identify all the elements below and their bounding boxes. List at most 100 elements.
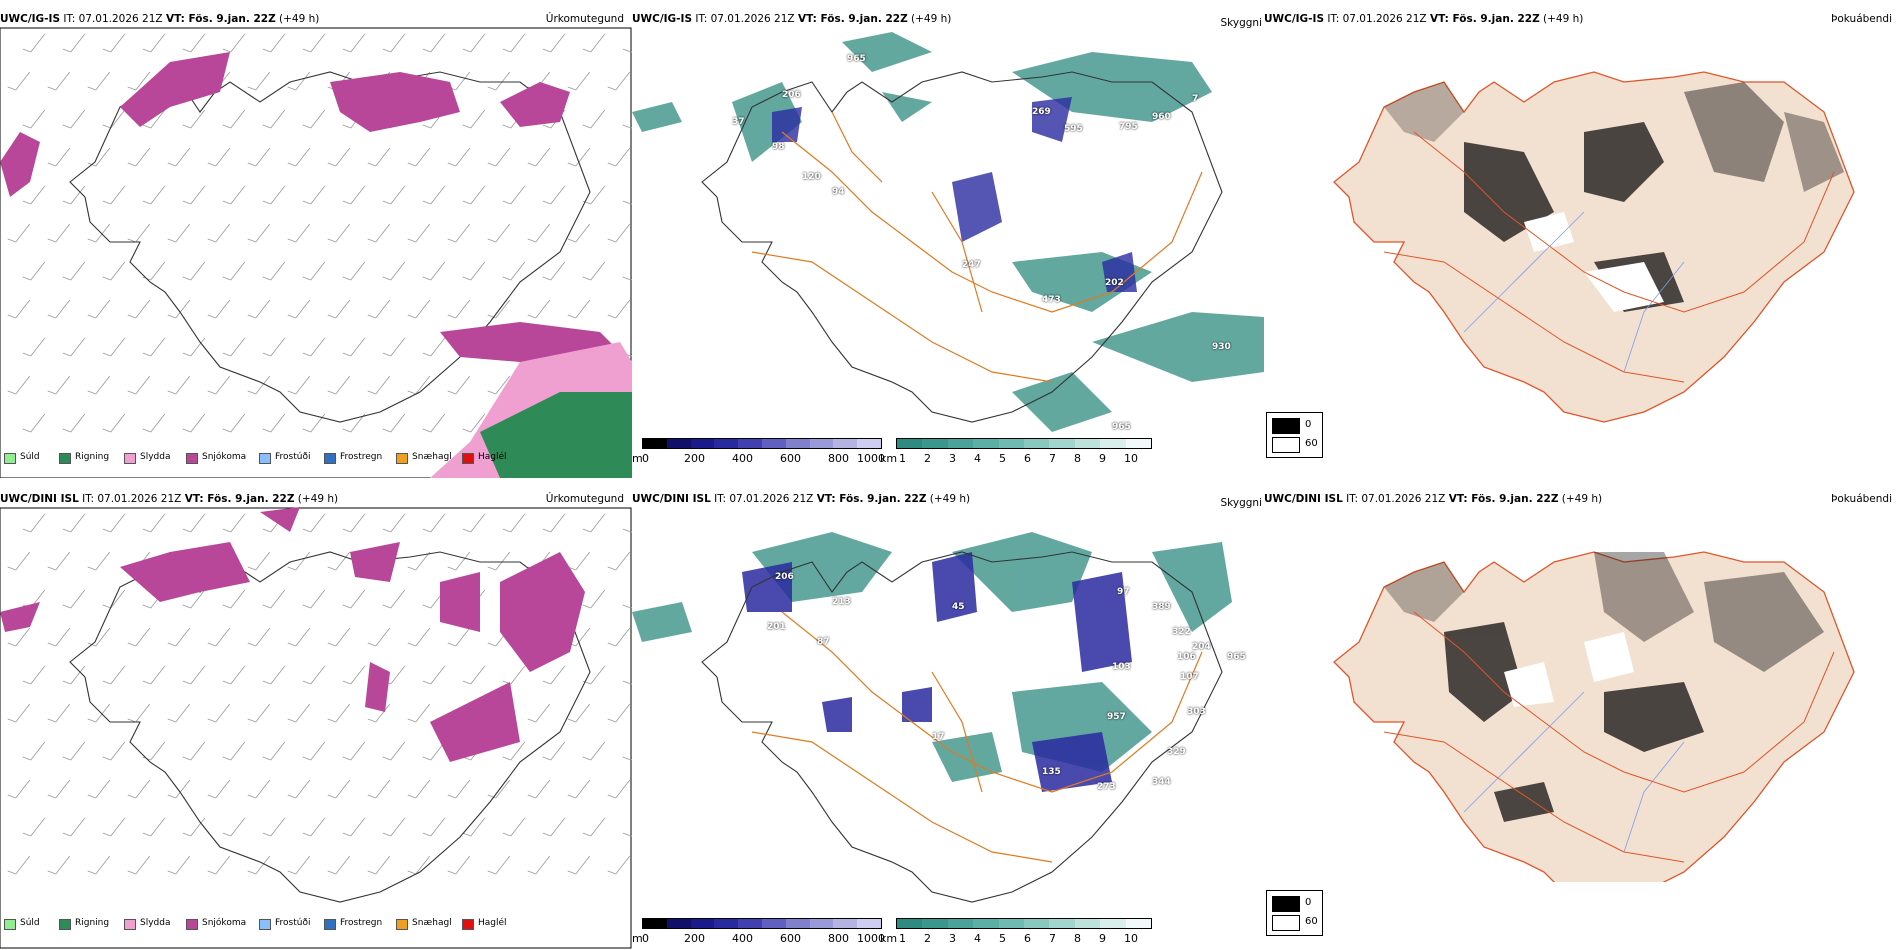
wind-barb [167,147,191,167]
wind-barb [422,817,446,837]
wind-barb [287,703,311,723]
lead-time: (+49 h) [275,13,320,25]
wind-barb [182,413,206,433]
wind-barb [102,185,126,205]
wind-barb [222,185,246,205]
wind-barb [367,147,391,167]
model-name: UWC/DINI ISL [1264,493,1343,505]
init-time: IT: 07.01.2026 21Z [1342,493,1449,505]
cloud-base-label: 106 [1177,652,1196,662]
wind-barb [527,147,551,167]
cloud-base-label: 473 [1042,295,1061,305]
fog-panel-row2: UWC/DINI ISL IT: 07.01.2026 21Z VT: Fös.… [1264,492,1900,882]
wind-barb [327,551,351,571]
legend-label: Snjókoma [202,918,247,928]
wind-barb [7,703,31,723]
wind-barb [622,124,632,129]
wind-barb [382,33,406,53]
wind-barb [342,261,366,281]
wind-barb [62,33,86,53]
cloud-tick: 400 [732,932,753,945]
iceland-outline [701,71,1223,423]
wind-barb [22,513,46,533]
wind-barb [462,261,486,281]
fog-legend-row1: 0 60 [1266,412,1323,458]
wind-barb [167,299,191,319]
cloud-base-scale: m 0 200 400 600 800 1000 [632,918,885,948]
wind-barb [422,337,446,357]
legend-label: Haglél [478,918,507,928]
swatch [259,919,271,930]
wind-barb [342,741,366,761]
wind-barb [502,665,526,685]
wind-barb [327,779,351,799]
cloud-base-label: 103 [1112,662,1131,672]
cloud-areas [742,552,1132,792]
wind-barb [7,223,31,243]
wind-barb [447,627,471,647]
vis-tick: 4 [974,452,981,465]
wind-barb [542,185,566,205]
fog-white-patches [1524,212,1664,312]
wind-barb [327,855,351,875]
cloud-base-label: 322 [1172,627,1191,637]
vis-title: Skyggni [1220,17,1263,29]
wind-barb [462,513,486,533]
wind-barb [462,413,486,433]
fog-swatch-low [1272,437,1300,453]
panel-header: UWC/DINI ISL IT: 07.01.2026 21Z VT: Fös.… [0,492,338,506]
wind-barb [142,337,166,357]
wind-barb [62,185,86,205]
wind-barb [87,703,111,723]
fog-value-low: 60 [1305,438,1318,449]
precip-panel-row2: UWC/DINI ISL IT: 07.01.2026 21Z VT: Fös.… [0,492,632,950]
wind-barb [142,513,166,533]
wind-barb [182,665,206,685]
precip-legend: Súld Rigning Slydda Snjókoma Frostúði Fr… [4,450,507,466]
wind-barb [182,817,206,837]
swatch [124,919,136,930]
wind-barb [222,817,246,837]
wind-barb [407,147,431,167]
wind-barb [342,185,366,205]
cloud-base-label: 202 [1105,278,1124,288]
visibility-scale: km 1 2 3 4 5 6 7 8 9 10 [880,438,1152,468]
wind-barb [462,185,486,205]
fog-title: Þokuábendi [1831,13,1892,25]
wind-barb [167,855,191,875]
wind-barb [582,741,606,761]
cloud-base-label: 960 [1152,112,1171,122]
wind-barb [182,513,206,533]
cloud-base-label: 206 [782,90,801,100]
wind-barb [262,665,286,685]
wind-barb [327,375,351,395]
fog-panel-row1: UWC/IG-IS IT: 07.01.2026 21Z VT: Fös. 9.… [1264,12,1900,478]
legend-label: Snæhagl [412,452,452,462]
wind-barb [62,817,86,837]
wind-barb [127,779,151,799]
wind-barb [527,223,551,243]
wind-barb [447,299,471,319]
wind-barb [622,756,632,761]
wind-barb [582,261,606,281]
wind-barb [542,513,566,533]
wind-barb [382,589,406,609]
wind-barb [47,375,71,395]
wind-barb [262,185,286,205]
roads [751,611,1203,863]
vis-tick: 6 [1024,452,1031,465]
cloud-tick: 0 [642,452,649,465]
cloud-tick: 800 [828,452,849,465]
wind-barb [87,299,111,319]
wind-barb [127,703,151,723]
model-name: UWC/IG-IS [1264,13,1325,25]
cloud-base-label: 213 [832,597,851,607]
wind-barb [367,855,391,875]
wind-barb [447,855,471,875]
wind-barb [7,779,31,799]
valid-time: VT: Fös. 9.jan. 22Z [816,493,927,505]
cloud-areas [772,97,1137,292]
lead-time: (+49 h) [294,493,339,505]
fog-swatch-high [1272,418,1300,434]
precip-areas [0,52,632,478]
